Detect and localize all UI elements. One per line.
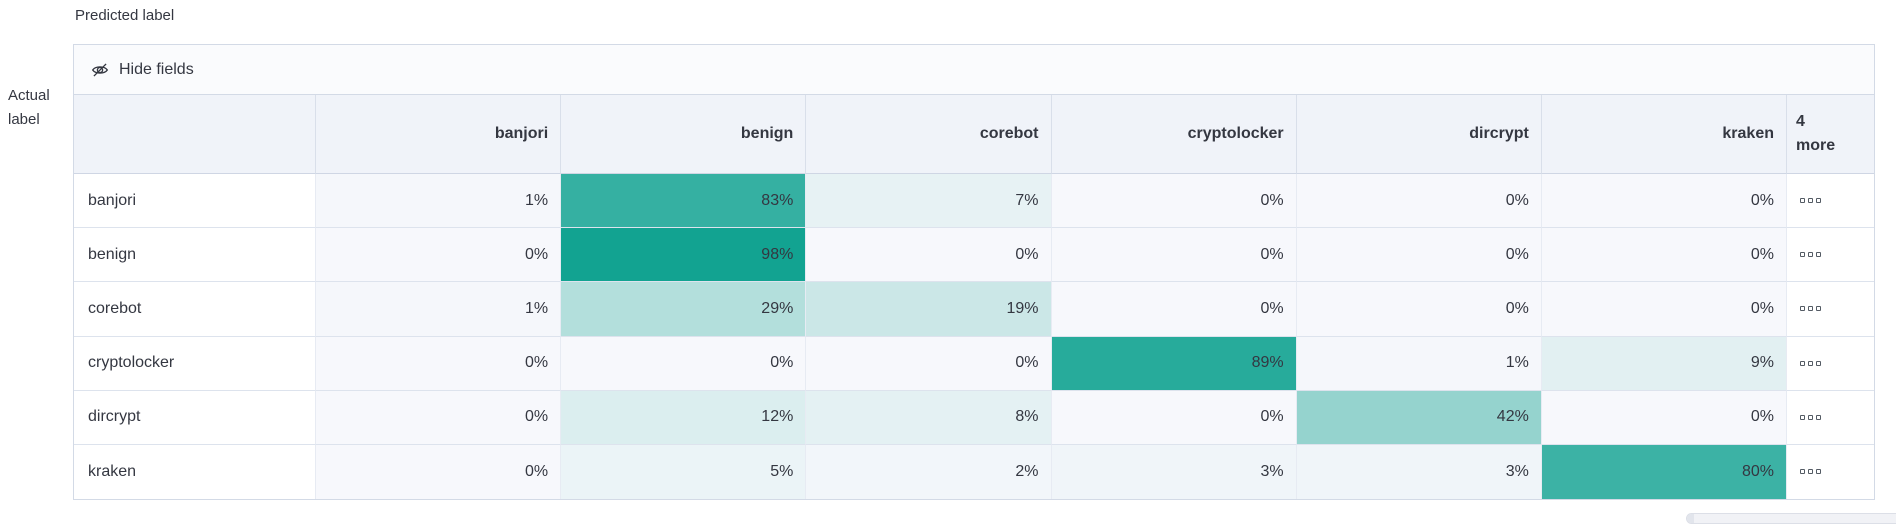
boxes-horizontal-icon (1800, 469, 1805, 475)
matrix-cell-cryptolocker-kraken[interactable]: 9% (1541, 336, 1787, 391)
matrix-cell-cryptolocker-benign[interactable]: 0% (561, 336, 807, 391)
matrix-cell-banjori-benign[interactable]: 83% (561, 174, 807, 229)
matrix-cell-corebot-cryptolocker[interactable]: 0% (1051, 282, 1297, 337)
confusion-matrix-panel: Hide fields banjori benign corebot cryptolo… (73, 44, 1875, 500)
matrix-cell-dircrypt-benign[interactable]: 12% (561, 390, 807, 445)
predicted-label-axis-title: Predicted label (75, 7, 175, 24)
matrix-cell-dircrypt-corebot[interactable]: 8% (806, 390, 1052, 445)
boxes-horizontal-icon (1800, 306, 1805, 312)
matrix-cell-banjori-dircrypt[interactable]: 0% (1296, 174, 1542, 229)
row-actions-button[interactable] (1787, 228, 1874, 283)
matrix-cell-cryptolocker-cryptolocker[interactable]: 89% (1051, 336, 1297, 391)
column-header-kraken[interactable]: kraken (1541, 95, 1787, 174)
boxes-horizontal-icon (1808, 306, 1813, 312)
column-header-banjori[interactable]: banjori (316, 95, 562, 174)
column-header-corebot[interactable]: corebot (806, 95, 1052, 174)
matrix-cell-corebot-benign[interactable]: 29% (561, 282, 807, 337)
matrix-cell-banjori-banjori[interactable]: 1% (316, 174, 562, 229)
column-header-benign[interactable]: benign (561, 95, 807, 174)
matrix-cell-banjori-corebot[interactable]: 7% (806, 174, 1052, 229)
column-header-more[interactable]: 4 more (1787, 95, 1874, 174)
header-cell-empty (74, 95, 316, 174)
matrix-cell-dircrypt-banjori[interactable]: 0% (316, 390, 562, 445)
horizontal-scrollbar[interactable] (1686, 513, 1896, 524)
row-actions-button[interactable] (1787, 390, 1874, 445)
row-actions-button[interactable] (1787, 174, 1874, 229)
matrix-cell-kraken-cryptolocker[interactable]: 3% (1051, 444, 1297, 499)
boxes-horizontal-icon (1800, 252, 1805, 258)
boxes-horizontal-icon (1800, 414, 1805, 420)
matrix-cell-kraken-kraken[interactable]: 80% (1541, 444, 1787, 499)
row-label-kraken[interactable]: kraken (74, 444, 316, 499)
row-actions-button[interactable] (1787, 282, 1874, 337)
row-label-cryptolocker[interactable]: cryptolocker (74, 336, 316, 391)
matrix-cell-kraken-corebot[interactable]: 2% (806, 444, 1052, 499)
matrix-cell-cryptolocker-corebot[interactable]: 0% (806, 336, 1052, 391)
matrix-cell-benign-cryptolocker[interactable]: 0% (1051, 228, 1297, 283)
boxes-horizontal-icon (1816, 360, 1821, 366)
eye-slash-icon (91, 61, 109, 79)
matrix-cell-dircrypt-cryptolocker[interactable]: 0% (1051, 390, 1297, 445)
confusion-grid: banjori benign corebot cryptolocker dircrypt… (74, 95, 1874, 499)
actual-label-axis-title: Actual label (8, 87, 50, 128)
column-header-cryptolocker[interactable]: cryptolocker (1051, 95, 1297, 174)
hide-fields-label: Hide fields (119, 60, 194, 78)
matrix-cell-corebot-kraken[interactable]: 0% (1541, 282, 1787, 337)
column-header-dircrypt[interactable]: dircrypt (1296, 95, 1542, 174)
hide-fields-button[interactable]: Hide fields (91, 61, 194, 79)
matrix-cell-benign-kraken[interactable]: 0% (1541, 228, 1787, 283)
boxes-horizontal-icon (1808, 252, 1813, 258)
boxes-horizontal-icon (1816, 414, 1821, 420)
boxes-horizontal-icon (1816, 252, 1821, 258)
boxes-horizontal-icon (1808, 198, 1813, 204)
matrix-cell-cryptolocker-banjori[interactable]: 0% (316, 336, 562, 391)
matrix-cell-corebot-corebot[interactable]: 19% (806, 282, 1052, 337)
matrix-cell-benign-banjori[interactable]: 0% (316, 228, 562, 283)
matrix-cell-dircrypt-dircrypt[interactable]: 42% (1296, 390, 1542, 445)
matrix-cell-kraken-benign[interactable]: 5% (561, 444, 807, 499)
row-actions-button[interactable] (1787, 336, 1874, 391)
matrix-cell-kraken-banjori[interactable]: 0% (316, 444, 562, 499)
matrix-cell-benign-benign[interactable]: 98% (561, 228, 807, 283)
matrix-cell-kraken-dircrypt[interactable]: 3% (1296, 444, 1542, 499)
boxes-horizontal-icon (1816, 469, 1821, 475)
grid-toolbar: Hide fields (74, 45, 1874, 95)
boxes-horizontal-icon (1800, 198, 1805, 204)
row-label-banjori[interactable]: banjori (74, 174, 316, 229)
matrix-cell-banjori-cryptolocker[interactable]: 0% (1051, 174, 1297, 229)
row-label-corebot[interactable]: corebot (74, 282, 316, 337)
boxes-horizontal-icon (1808, 414, 1813, 420)
boxes-horizontal-icon (1816, 306, 1821, 312)
matrix-cell-banjori-kraken[interactable]: 0% (1541, 174, 1787, 229)
row-actions-button[interactable] (1787, 444, 1874, 499)
boxes-horizontal-icon (1800, 360, 1805, 366)
matrix-cell-benign-corebot[interactable]: 0% (806, 228, 1052, 283)
matrix-cell-cryptolocker-dircrypt[interactable]: 1% (1296, 336, 1542, 391)
matrix-cell-dircrypt-kraken[interactable]: 0% (1541, 390, 1787, 445)
row-label-dircrypt[interactable]: dircrypt (74, 390, 316, 445)
boxes-horizontal-icon (1808, 360, 1813, 366)
boxes-horizontal-icon (1808, 469, 1813, 475)
more-columns-label: 4 more (1796, 113, 1836, 154)
matrix-cell-benign-dircrypt[interactable]: 0% (1296, 228, 1542, 283)
boxes-horizontal-icon (1816, 198, 1821, 204)
matrix-cell-corebot-dircrypt[interactable]: 0% (1296, 282, 1542, 337)
matrix-cell-corebot-banjori[interactable]: 1% (316, 282, 562, 337)
row-label-benign[interactable]: benign (74, 228, 316, 283)
